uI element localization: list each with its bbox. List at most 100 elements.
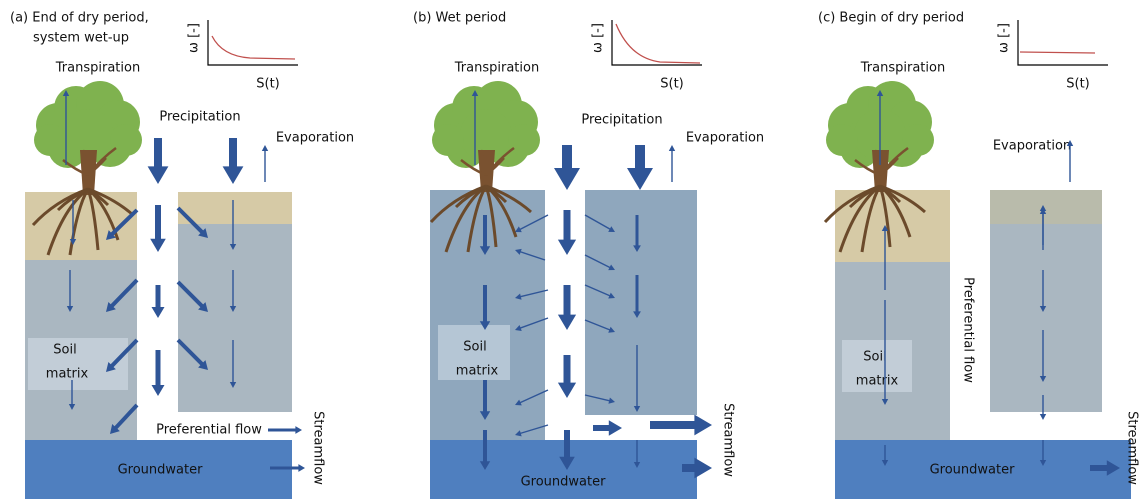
tree-root bbox=[860, 185, 882, 253]
arrow bbox=[1066, 140, 1074, 182]
arrow bbox=[627, 145, 653, 190]
soil-block bbox=[990, 190, 1102, 412]
arrow bbox=[650, 414, 712, 436]
arrow bbox=[668, 145, 676, 182]
arrow bbox=[584, 254, 615, 271]
tree-root bbox=[68, 188, 90, 256]
arrow bbox=[633, 345, 641, 412]
arrow bbox=[176, 206, 208, 238]
arrow bbox=[229, 270, 237, 312]
tree-root bbox=[86, 188, 100, 251]
arrow bbox=[69, 200, 77, 245]
tree-branch bbox=[485, 146, 515, 176]
soil-label: matrix bbox=[46, 367, 89, 382]
arrow bbox=[584, 214, 615, 232]
arrow bbox=[1090, 460, 1120, 476]
inset-axes bbox=[611, 20, 702, 66]
arrow bbox=[515, 214, 549, 233]
arrow bbox=[881, 445, 889, 466]
arrow bbox=[229, 200, 237, 250]
arrow bbox=[515, 389, 549, 406]
label: Evaporation bbox=[686, 131, 764, 146]
groundwater-block bbox=[25, 440, 292, 499]
arrow bbox=[106, 208, 139, 240]
arrow bbox=[584, 284, 615, 299]
arrow bbox=[147, 138, 169, 184]
arrow bbox=[68, 380, 76, 410]
tree-canopy bbox=[110, 124, 142, 156]
arrow bbox=[479, 285, 491, 330]
label: Groundwater bbox=[930, 463, 1016, 478]
panel-title: system wet-up bbox=[33, 31, 129, 46]
arrow bbox=[62, 90, 70, 165]
tree-root bbox=[878, 185, 892, 248]
arrow bbox=[876, 90, 884, 165]
arrow bbox=[593, 420, 622, 436]
tree-canopy bbox=[34, 124, 66, 156]
tree-canopy bbox=[62, 109, 114, 161]
inset-curve bbox=[615, 23, 701, 64]
arrow bbox=[633, 215, 641, 252]
label: Precipitation bbox=[581, 113, 662, 128]
inset-curve bbox=[211, 35, 296, 60]
tree-root bbox=[848, 184, 881, 209]
tree-branch bbox=[81, 149, 90, 176]
arrow bbox=[176, 338, 208, 370]
label: Transpiration bbox=[454, 61, 539, 76]
arrow bbox=[559, 430, 575, 470]
label: Streamflow bbox=[1125, 411, 1140, 485]
inset-x-label: S(t) bbox=[256, 77, 280, 92]
arrow bbox=[261, 145, 269, 182]
arrow bbox=[554, 145, 580, 190]
label: Evaporation bbox=[993, 139, 1071, 154]
tree-branch bbox=[460, 159, 487, 177]
soil-matrix-box bbox=[842, 340, 912, 392]
arrow bbox=[584, 319, 615, 333]
arrow bbox=[1039, 395, 1047, 420]
arrow bbox=[66, 270, 74, 312]
panel-title: (a) End of dry period, bbox=[10, 11, 149, 26]
inset-y-label: ω [-] bbox=[591, 23, 606, 53]
arrow bbox=[110, 403, 139, 434]
tree-branch bbox=[879, 146, 909, 176]
arrow bbox=[515, 289, 549, 300]
inset-axes bbox=[207, 20, 298, 66]
dry-soil bbox=[178, 192, 292, 224]
panel-title: (c) Begin of dry period bbox=[818, 11, 964, 26]
tree-root bbox=[454, 184, 487, 209]
tree-root bbox=[87, 187, 110, 207]
inset-x-label: S(t) bbox=[1066, 77, 1090, 92]
soil-label: matrix bbox=[856, 374, 899, 389]
arrow bbox=[1039, 440, 1047, 466]
tree-root bbox=[466, 185, 488, 253]
arrow bbox=[151, 350, 165, 396]
tree-branch bbox=[62, 159, 89, 177]
arrow bbox=[881, 225, 889, 290]
arrow bbox=[557, 210, 577, 255]
inset-y-label: ω [-] bbox=[187, 23, 202, 53]
soil-label: Soil bbox=[53, 343, 76, 358]
tree-root bbox=[485, 184, 508, 204]
tree-branch bbox=[873, 149, 882, 176]
arrow bbox=[1039, 270, 1047, 312]
arrow bbox=[584, 394, 615, 404]
groundwater-block bbox=[430, 440, 697, 499]
arrow bbox=[515, 248, 546, 261]
arrow bbox=[229, 340, 237, 388]
arrow bbox=[633, 275, 641, 318]
arrow bbox=[1039, 330, 1047, 382]
label: Evaporation bbox=[276, 131, 354, 146]
inset-y-label: ω [-] bbox=[997, 23, 1012, 53]
label: Streamflow bbox=[721, 403, 736, 477]
dry-soil bbox=[990, 190, 1102, 224]
arrow bbox=[881, 300, 889, 405]
tree-branch bbox=[87, 146, 117, 176]
arrow bbox=[479, 215, 491, 255]
label: Precipitation bbox=[159, 110, 240, 125]
label: Preferential flow bbox=[156, 423, 262, 438]
inset-x-label: S(t) bbox=[660, 77, 684, 92]
soil-label: matrix bbox=[456, 364, 499, 379]
tree-root bbox=[484, 185, 498, 248]
soil-matrix-box bbox=[438, 325, 510, 380]
